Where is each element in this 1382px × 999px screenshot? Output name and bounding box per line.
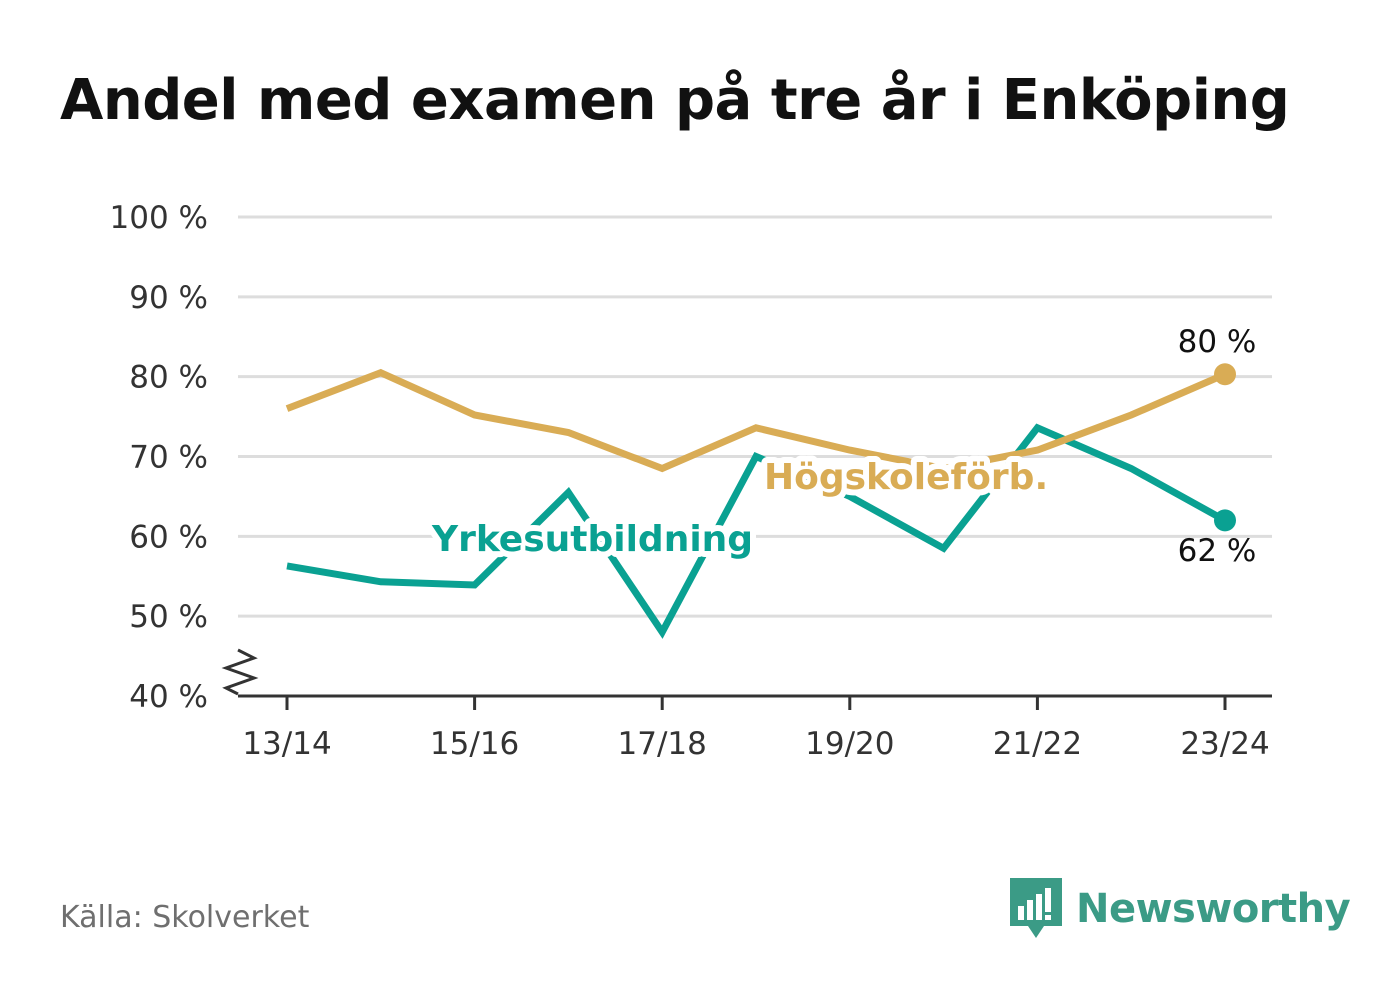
end-value-label-hogskoleforb: 80 % <box>1178 324 1257 360</box>
y-tick-label: 70 % <box>129 440 208 476</box>
series-label-yrkesutbildning: Yrkesutbildning <box>431 519 753 560</box>
y-tick-label: 60 % <box>129 519 208 555</box>
x-tick-label: 23/24 <box>1180 726 1269 762</box>
y-axis-break-icon <box>221 648 259 696</box>
newsworthy-logo-icon <box>1010 878 1062 938</box>
series-label-hogskoleforb-halo: Högskoleförb. <box>764 457 1048 498</box>
y-tick-label: 40 % <box>129 679 208 715</box>
x-tick-label: 15/16 <box>430 726 519 762</box>
brand-logo: Newsworthy <box>1010 878 1351 940</box>
series-line-yrkesutbildning <box>286 423 1227 639</box>
brand-name: Newsworthy <box>1076 886 1351 932</box>
series-label-yrkesutbildning-halo: Yrkesutbildning <box>431 519 753 560</box>
chart-title: Andel med examen på tre år i Enköping <box>60 68 1290 133</box>
y-tick-label: 50 % <box>129 599 208 635</box>
series-end-point-hogskoleforb <box>1214 363 1236 386</box>
y-tick-label: 90 % <box>129 280 208 316</box>
x-tick-label: 21/22 <box>993 726 1082 762</box>
x-tick-label: 17/18 <box>618 726 707 762</box>
source-note: Källa: Skolverket <box>60 900 310 935</box>
series-line-hogskoleforb <box>285 368 1227 473</box>
series-end-point-yrkesutbildning <box>1214 509 1236 532</box>
end-value-label-yrkesutbildning: 62 % <box>1178 533 1257 569</box>
x-tick-label: 13/14 <box>242 726 331 762</box>
series-label-hogskoleforb: Högskoleförb. <box>764 457 1048 498</box>
y-tick-label: 80 % <box>129 360 208 396</box>
y-tick-label: 100 % <box>110 200 208 236</box>
x-tick-label: 19/20 <box>805 726 894 762</box>
